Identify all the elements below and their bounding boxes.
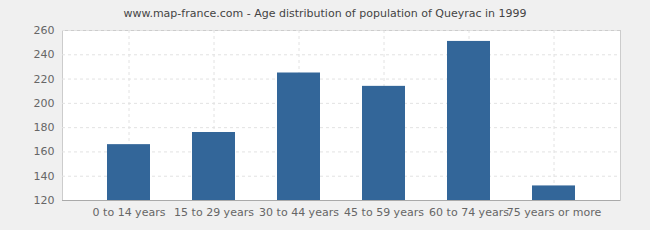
svg-text:180: 180 — [34, 121, 55, 134]
svg-text:120: 120 — [34, 194, 55, 207]
svg-text:45 to 59 years: 45 to 59 years — [344, 206, 424, 219]
svg-text:140: 140 — [34, 170, 55, 183]
svg-text:60 to 74 years: 60 to 74 years — [429, 206, 509, 219]
svg-text:30 to 44 years: 30 to 44 years — [259, 206, 339, 219]
svg-text:260: 260 — [34, 24, 55, 37]
svg-text:15 to 29 years: 15 to 29 years — [174, 206, 254, 219]
svg-text:75 years or more: 75 years or more — [507, 206, 602, 219]
svg-text:240: 240 — [34, 48, 55, 61]
svg-text:200: 200 — [34, 97, 55, 110]
svg-text:0 to 14 years: 0 to 14 years — [93, 206, 166, 219]
svg-text:160: 160 — [34, 145, 55, 158]
html-text:www.map-france.com - Age distr: www.map-france.com - Age distribution of… — [123, 7, 527, 20]
svg-text:220: 220 — [34, 73, 55, 86]
